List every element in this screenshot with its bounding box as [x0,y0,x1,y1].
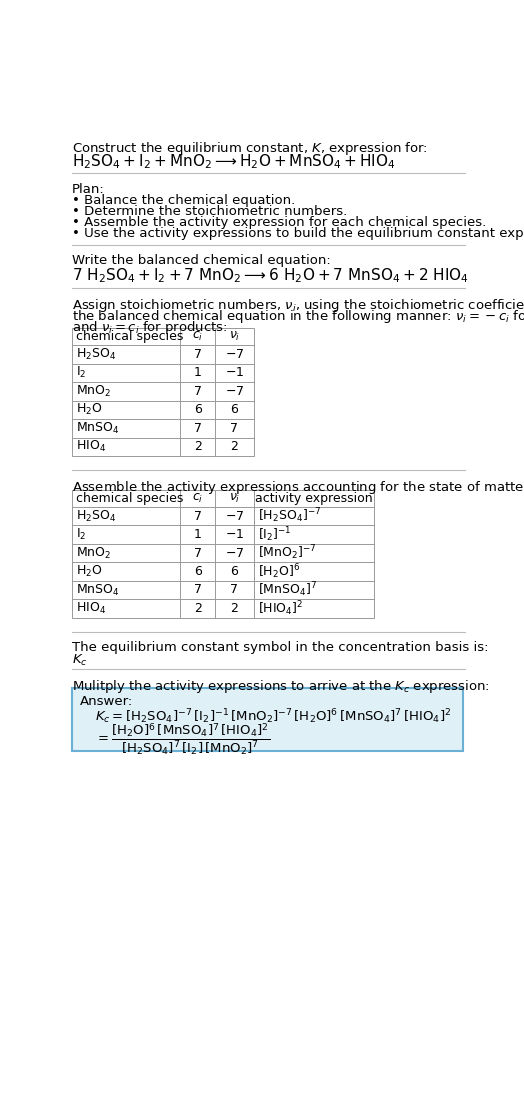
Text: $\nu_i$: $\nu_i$ [229,330,240,344]
Text: $\mathrm{I_2}$: $\mathrm{I_2}$ [75,366,86,380]
Text: $-7$: $-7$ [225,547,244,559]
Text: $[\mathrm{H_2O}]^{6}$: $[\mathrm{H_2O}]^{6}$ [258,562,300,581]
Text: $[\mathrm{I_2}]^{-1}$: $[\mathrm{I_2}]^{-1}$ [258,525,291,544]
Text: $\mathrm{HIO_4}$: $\mathrm{HIO_4}$ [75,601,106,615]
Text: $c_i$: $c_i$ [192,330,203,344]
Text: and $\nu_i = c_i$ for products:: and $\nu_i = c_i$ for products: [72,319,227,336]
Text: Mulitply the activity expressions to arrive at the $K_c$ expression:: Mulitply the activity expressions to arr… [72,677,489,695]
Text: • Use the activity expressions to build the equilibrium constant expression.: • Use the activity expressions to build … [72,227,524,240]
Text: 7: 7 [194,583,202,597]
Text: $\mathrm{7\ H_2SO_4 + I_2 + 7\ MnO_2 \longrightarrow 6\ H_2O + 7\ MnSO_4 + 2\ HI: $\mathrm{7\ H_2SO_4 + I_2 + 7\ MnO_2 \lo… [72,266,469,285]
Text: $-7$: $-7$ [225,385,244,398]
Text: 7: 7 [231,422,238,434]
Text: Assemble the activity expressions accounting for the state of matter and $\nu_i$: Assemble the activity expressions accoun… [72,480,524,496]
Text: 2: 2 [231,602,238,615]
Text: $[\mathrm{MnO_2}]^{-7}$: $[\mathrm{MnO_2}]^{-7}$ [258,544,316,562]
Text: $\mathrm{MnO_2}$: $\mathrm{MnO_2}$ [75,546,111,560]
Text: activity expression: activity expression [255,492,373,505]
Text: The equilibrium constant symbol in the concentration basis is:: The equilibrium constant symbol in the c… [72,641,488,654]
Bar [72,687,463,751]
Text: • Assemble the activity expression for each chemical species.: • Assemble the activity expression for e… [72,215,486,229]
Text: chemical species: chemical species [75,330,183,344]
Text: $-1$: $-1$ [225,528,244,541]
Text: 2: 2 [231,440,238,453]
Text: 7: 7 [194,422,202,434]
Text: $\mathrm{H_2SO_4}$: $\mathrm{H_2SO_4}$ [75,347,116,362]
Text: 1: 1 [194,528,202,541]
Text: $c_i$: $c_i$ [192,492,203,505]
Text: $\mathrm{H_2O}$: $\mathrm{H_2O}$ [75,402,102,418]
Text: Assign stoichiometric numbers, $\nu_i$, using the stoichiometric coefficients, $: Assign stoichiometric numbers, $\nu_i$, … [72,297,524,315]
Text: $K_c = [\mathrm{H_2SO_4}]^{-7}\,[\mathrm{I_2}]^{-1}\,[\mathrm{MnO_2}]^{-7}\,[\ma: $K_c = [\mathrm{H_2SO_4}]^{-7}\,[\mathrm… [95,708,451,726]
Text: $\mathrm{MnO_2}$: $\mathrm{MnO_2}$ [75,383,111,399]
Text: Plan:: Plan: [72,182,104,196]
Text: 2: 2 [194,602,202,615]
Text: 6: 6 [231,403,238,417]
Text: 6: 6 [231,565,238,578]
Text: Answer:: Answer: [80,695,133,708]
Text: $-1$: $-1$ [225,367,244,379]
Text: Construct the equilibrium constant, $K$, expression for:: Construct the equilibrium constant, $K$,… [72,139,428,157]
Text: $[\mathrm{H_2SO_4}]^{-7}$: $[\mathrm{H_2SO_4}]^{-7}$ [258,507,321,525]
Text: 1: 1 [194,367,202,379]
Text: $-7$: $-7$ [225,509,244,523]
Text: chemical species: chemical species [75,492,183,505]
Bar [72,490,374,618]
Text: 7: 7 [194,348,202,361]
Text: 7: 7 [231,583,238,597]
Text: $= \dfrac{[\mathrm{H_2O}]^{6}\,[\mathrm{MnSO_4}]^{7}\,[\mathrm{HIO_4}]^{2}}{[\ma: $= \dfrac{[\mathrm{H_2O}]^{6}\,[\mathrm{… [95,722,270,758]
Text: $\mathrm{MnSO_4}$: $\mathrm{MnSO_4}$ [75,582,119,598]
Bar [72,328,254,456]
Text: 6: 6 [194,403,202,417]
Text: • Balance the chemical equation.: • Balance the chemical equation. [72,194,295,208]
Text: $\mathrm{HIO_4}$: $\mathrm{HIO_4}$ [75,439,106,454]
Text: $\mathrm{H_2SO_4 + I_2 + MnO_2 \longrightarrow H_2O + MnSO_4 + HIO_4}$: $\mathrm{H_2SO_4 + I_2 + MnO_2 \longrigh… [72,151,396,170]
Text: $[\mathrm{MnSO_4}]^{7}$: $[\mathrm{MnSO_4}]^{7}$ [258,580,317,599]
Text: Write the balanced chemical equation:: Write the balanced chemical equation: [72,254,331,267]
Text: 6: 6 [194,565,202,578]
Text: $-7$: $-7$ [225,348,244,361]
Text: $\mathrm{H_2SO_4}$: $\mathrm{H_2SO_4}$ [75,508,116,524]
Text: $\nu_i$: $\nu_i$ [229,492,240,505]
Text: • Determine the stoichiometric numbers.: • Determine the stoichiometric numbers. [72,206,347,218]
Text: the balanced chemical equation in the following manner: $\nu_i = -c_i$ for react: the balanced chemical equation in the fo… [72,308,524,325]
Text: $[\mathrm{HIO_4}]^{2}$: $[\mathrm{HIO_4}]^{2}$ [258,599,303,618]
Text: $\mathrm{I_2}$: $\mathrm{I_2}$ [75,527,86,543]
Text: 7: 7 [194,385,202,398]
Text: $\mathrm{MnSO_4}$: $\mathrm{MnSO_4}$ [75,421,119,435]
Text: $K_c$: $K_c$ [72,653,88,669]
Text: 7: 7 [194,547,202,559]
Text: 2: 2 [194,440,202,453]
Text: 7: 7 [194,509,202,523]
Text: $\mathrm{H_2O}$: $\mathrm{H_2O}$ [75,564,102,579]
